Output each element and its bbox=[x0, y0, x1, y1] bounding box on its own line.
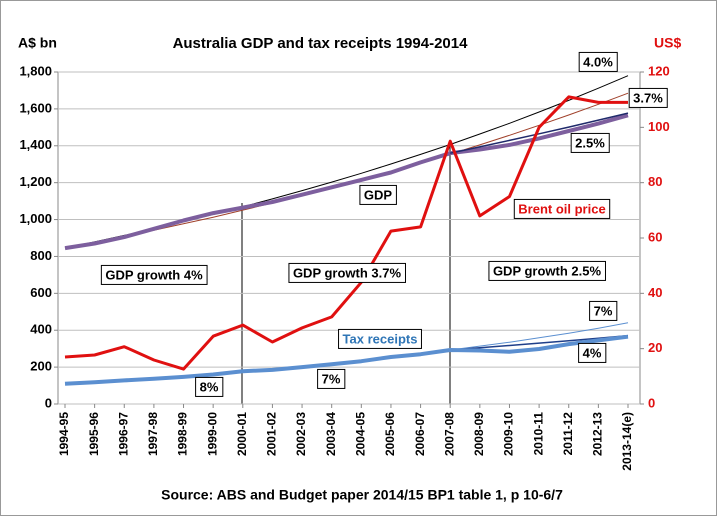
x-tick-label: 2009-10 bbox=[502, 412, 516, 456]
annotation-box bbox=[100, 264, 208, 285]
y2-tick-label: 20 bbox=[648, 340, 662, 355]
x-tick-label: 2010-11 bbox=[531, 412, 545, 456]
annotation-box bbox=[317, 368, 346, 389]
y-tick-label: 600 bbox=[30, 285, 52, 300]
series-label: 7% bbox=[589, 300, 618, 321]
x-tick-label: 2001-02 bbox=[265, 412, 279, 456]
y2-tick-label: 0 bbox=[648, 395, 655, 410]
x-tick-label: 2002-03 bbox=[294, 412, 308, 456]
x-tick-label: 2011-12 bbox=[561, 412, 575, 456]
x-tick-label: 2006-07 bbox=[413, 412, 427, 456]
series-label: 4.0% bbox=[578, 51, 618, 72]
y-tick-label: 0 bbox=[45, 395, 52, 410]
annotation: GDP growth 3.7% bbox=[288, 262, 406, 283]
x-tick-label: 1997-98 bbox=[146, 412, 160, 456]
series-label-box bbox=[589, 300, 618, 321]
series-label-text: 4% bbox=[583, 345, 602, 360]
x-tick-label: 2005-06 bbox=[383, 412, 397, 456]
annotation-text: GDP growth 2.5% bbox=[493, 263, 602, 278]
series-label-text: 3.7% bbox=[633, 90, 663, 105]
y-tick-label: 1,000 bbox=[19, 211, 52, 226]
y-axis-label: A$ bn bbox=[18, 35, 57, 51]
series-label-box bbox=[578, 342, 607, 363]
annotation: GDP growth 2.5% bbox=[488, 260, 606, 281]
y2-tick-label: 40 bbox=[648, 285, 662, 300]
y-tick-label: 1,200 bbox=[19, 174, 52, 189]
annotation-text: 8% bbox=[200, 379, 219, 394]
annotation: GDP growth 4% bbox=[100, 264, 208, 285]
series-label-text: 2.5% bbox=[575, 135, 605, 150]
series-label-text: 4.0% bbox=[583, 54, 613, 69]
y2-axis-label: US$ bbox=[654, 35, 681, 51]
series-label: 4% bbox=[578, 342, 607, 363]
series-label-text: GDP bbox=[364, 187, 393, 202]
annotation-text: GDP growth 4% bbox=[105, 267, 203, 282]
y-tick-label: 800 bbox=[30, 248, 52, 263]
series-label: 3.7% bbox=[628, 87, 668, 108]
x-tick-label: 1996-97 bbox=[116, 412, 130, 456]
series-label-text: Tax receipts bbox=[343, 331, 418, 346]
annotation-text: GDP growth 3.7% bbox=[293, 265, 402, 280]
series-label-text: 7% bbox=[594, 303, 613, 318]
y2-tick-label: 120 bbox=[648, 63, 670, 78]
annotation: 7% bbox=[317, 368, 346, 389]
x-tick-label: 1998-99 bbox=[176, 412, 190, 456]
x-tick-label: 2013-14(e) bbox=[620, 412, 634, 471]
series-label-box bbox=[628, 87, 668, 108]
series-line bbox=[450, 322, 629, 351]
series-line bbox=[64, 334, 629, 386]
series-label-box bbox=[359, 184, 397, 205]
y-tick-label: 1,600 bbox=[19, 100, 52, 115]
y-tick-label: 1,800 bbox=[19, 63, 52, 78]
annotation-box bbox=[488, 260, 606, 281]
x-tick-label: 2007-08 bbox=[442, 412, 456, 456]
series-label: 2.5% bbox=[570, 132, 610, 153]
annotation-box bbox=[195, 376, 224, 397]
x-tick-label: 2000-01 bbox=[235, 412, 249, 456]
x-tick-label: 2004-05 bbox=[353, 412, 367, 456]
x-tick-label: 2008-09 bbox=[472, 412, 486, 456]
series-label: Tax receipts bbox=[338, 328, 422, 349]
series-label-box bbox=[513, 198, 611, 219]
series-label-box bbox=[570, 132, 610, 153]
x-tick-label: 1994-95 bbox=[57, 412, 71, 456]
annotation-box bbox=[288, 262, 406, 283]
x-tick-label: 2012-13 bbox=[591, 412, 605, 456]
y2-tick-label: 80 bbox=[648, 174, 662, 189]
x-tick-label: 1995-96 bbox=[87, 412, 101, 456]
series-label-box bbox=[338, 328, 422, 349]
series-line bbox=[64, 75, 629, 249]
annotation-text: 7% bbox=[322, 371, 341, 386]
y-tick-label: 1,400 bbox=[19, 137, 52, 152]
chart-title: Australia GDP and tax receipts 1994-2014 bbox=[173, 35, 469, 52]
x-tick-label: 2003-04 bbox=[324, 412, 338, 456]
annotation: 8% bbox=[195, 376, 224, 397]
y2-tick-label: 100 bbox=[648, 119, 670, 134]
series-label: GDP bbox=[359, 184, 397, 205]
plot-area bbox=[57, 71, 641, 405]
series-line bbox=[450, 334, 629, 351]
series-line bbox=[64, 92, 629, 249]
series-label-box bbox=[578, 51, 618, 72]
series-label-text: Brent oil price bbox=[518, 201, 605, 216]
y2-tick-label: 60 bbox=[648, 229, 662, 244]
series-line bbox=[450, 112, 629, 154]
series-line bbox=[64, 113, 629, 251]
series-line bbox=[64, 95, 628, 371]
y-tick-label: 200 bbox=[30, 359, 52, 374]
source-note: Source: ABS and Budget paper 2014/15 BP1… bbox=[161, 487, 563, 503]
series-label: Brent oil price bbox=[513, 198, 611, 219]
x-tick-label: 1999-00 bbox=[205, 412, 219, 456]
y-tick-label: 400 bbox=[30, 322, 52, 337]
